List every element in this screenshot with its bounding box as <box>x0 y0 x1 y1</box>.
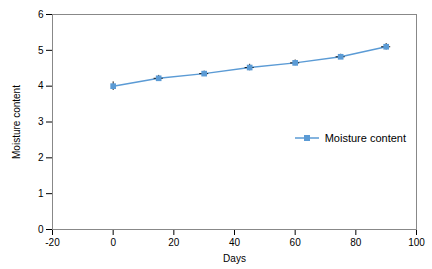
svg-text:3: 3 <box>38 116 44 127</box>
svg-text:2: 2 <box>38 152 44 163</box>
svg-text:40: 40 <box>229 237 241 248</box>
svg-text:-20: -20 <box>45 237 60 248</box>
svg-text:60: 60 <box>290 237 302 248</box>
svg-text:6: 6 <box>38 9 44 20</box>
svg-text:80: 80 <box>350 237 362 248</box>
svg-text:0: 0 <box>38 224 44 235</box>
html-text:Moisture content: Moisture content <box>324 132 406 145</box>
svg-text:Moisture content: Moisture content <box>11 85 22 159</box>
svg-text:1: 1 <box>38 188 44 199</box>
svg-text:5: 5 <box>38 45 44 56</box>
svg-text:100: 100 <box>408 237 425 248</box>
svg-text:4: 4 <box>38 80 44 91</box>
svg-text:0: 0 <box>110 237 116 248</box>
svg-text:Days: Days <box>223 253 246 264</box>
svg-text:20: 20 <box>168 237 180 248</box>
